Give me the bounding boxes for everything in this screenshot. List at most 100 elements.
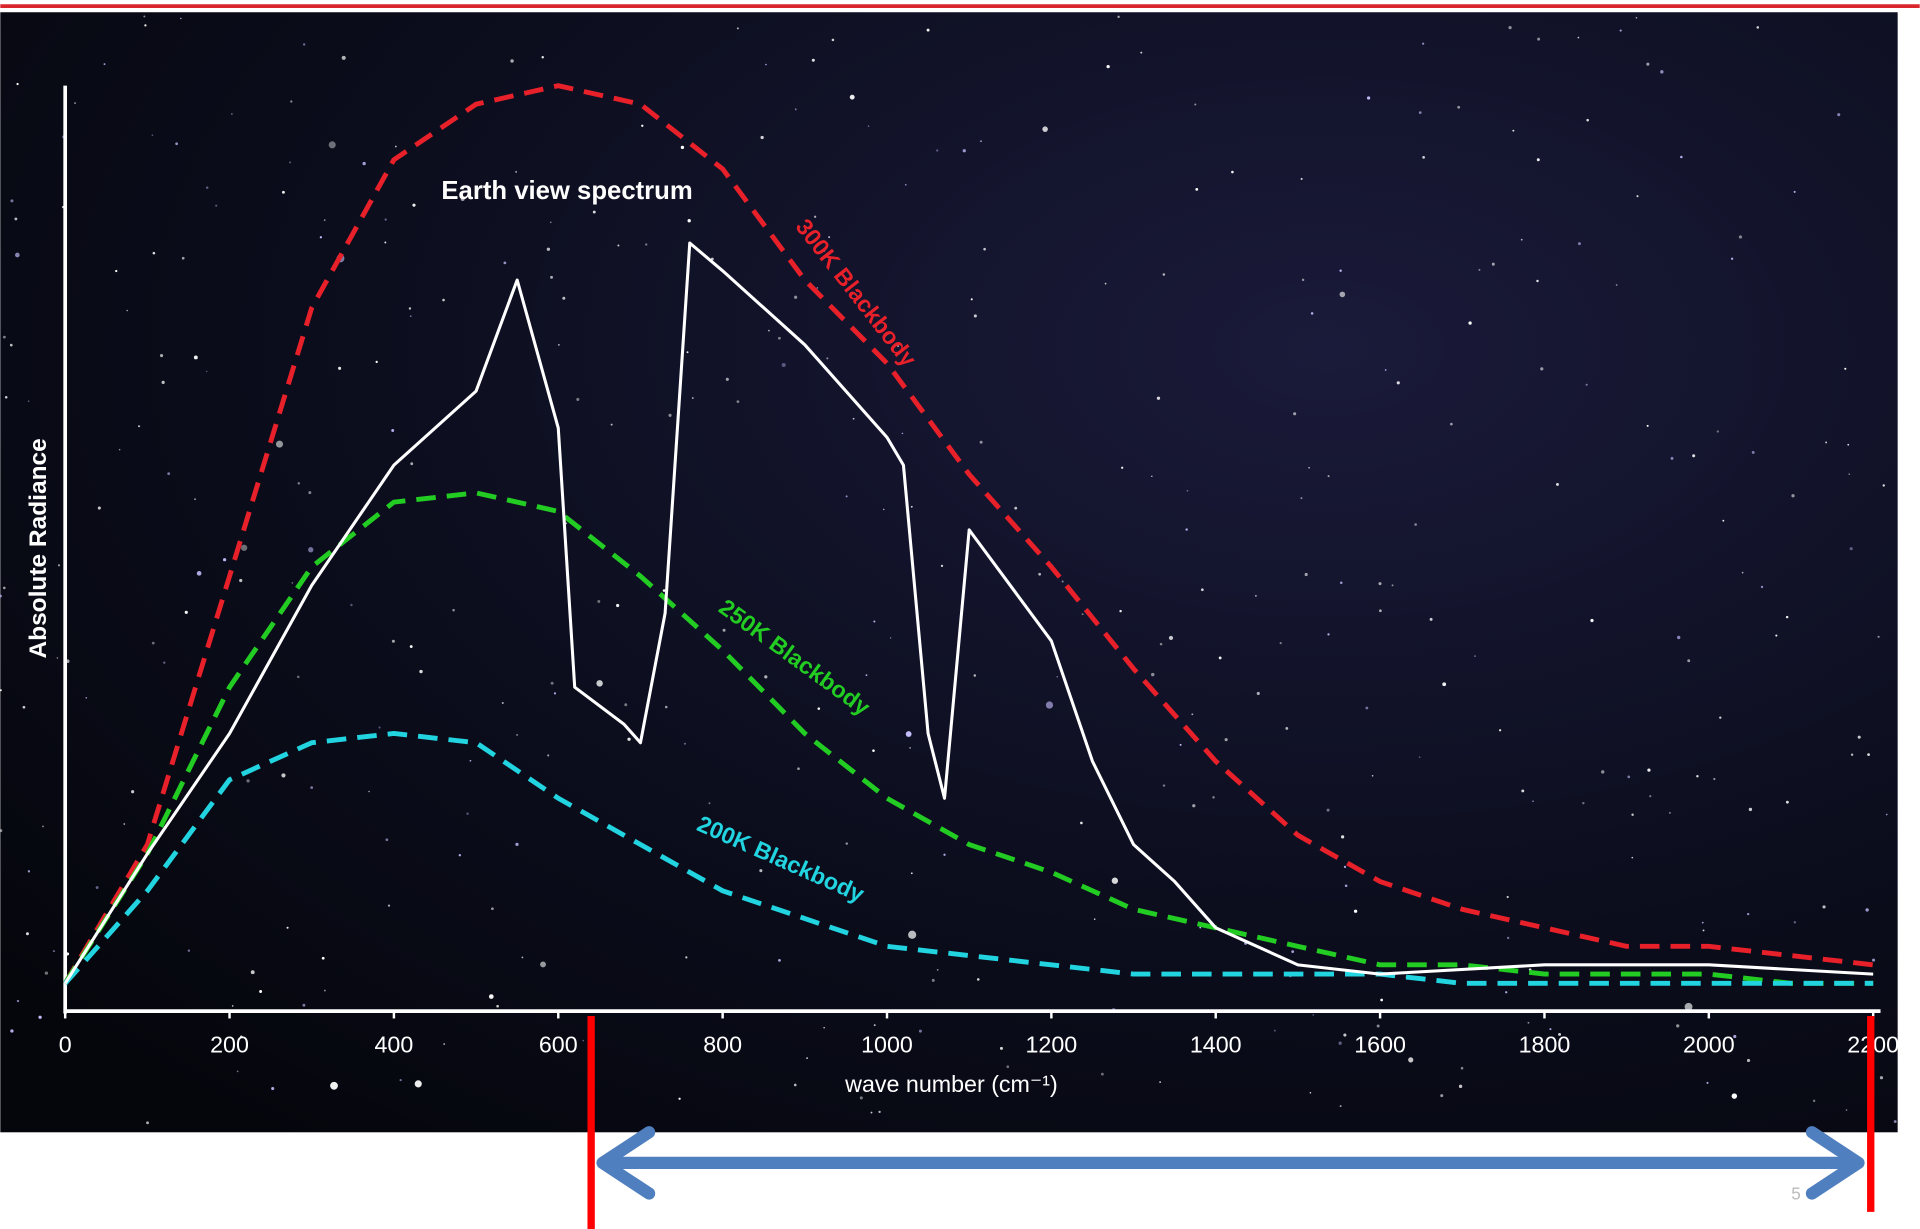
- star: [941, 565, 943, 567]
- star: [540, 961, 546, 967]
- star: [1791, 494, 1794, 497]
- star: [496, 1005, 499, 1008]
- star: [562, 297, 565, 300]
- star: [1578, 37, 1580, 39]
- star: [971, 298, 973, 300]
- star: [251, 970, 255, 974]
- star: [1160, 643, 1163, 646]
- star: [668, 414, 671, 417]
- star: [119, 449, 120, 450]
- star: [1293, 412, 1296, 415]
- star: [1687, 659, 1690, 662]
- star: [443, 1043, 445, 1045]
- x-tick-label: 0: [59, 1032, 72, 1058]
- star: [1578, 242, 1581, 245]
- star: [1549, 1028, 1551, 1030]
- star: [1505, 991, 1507, 993]
- star: [289, 161, 291, 163]
- star: [1419, 111, 1422, 114]
- star: [1459, 1085, 1462, 1088]
- star: [85, 697, 87, 699]
- star: [641, 125, 643, 127]
- star: [1468, 321, 1471, 324]
- star: [395, 146, 397, 148]
- star: [1301, 178, 1303, 180]
- star: [1732, 1093, 1737, 1098]
- star: [1442, 682, 1446, 686]
- star: [180, 18, 182, 20]
- star: [1106, 65, 1109, 68]
- star: [1372, 775, 1374, 777]
- star: [104, 63, 106, 65]
- star: [1187, 490, 1189, 492]
- star: [239, 579, 242, 582]
- star: [627, 738, 630, 741]
- star: [1752, 451, 1755, 454]
- star: [582, 1040, 584, 1042]
- star: [1632, 857, 1634, 859]
- star: [138, 425, 140, 427]
- star: [10, 199, 13, 202]
- page-number: 5: [1791, 1183, 1801, 1203]
- star: [911, 506, 913, 508]
- star: [1157, 397, 1160, 400]
- star: [1848, 473, 1850, 475]
- star: [554, 692, 556, 694]
- star: [871, 1112, 873, 1114]
- star: [1537, 158, 1540, 161]
- x-tick-label: 1200: [1025, 1032, 1077, 1058]
- star: [1660, 70, 1663, 73]
- star: [1636, 195, 1638, 197]
- star: [1082, 613, 1084, 615]
- star: [617, 245, 619, 247]
- star: [1886, 814, 1888, 816]
- star: [1461, 1067, 1464, 1070]
- x-tick-label: 400: [375, 1032, 414, 1058]
- star: [1521, 789, 1524, 792]
- star: [1310, 1092, 1312, 1094]
- star: [1379, 582, 1382, 585]
- star: [17, 1000, 19, 1002]
- star: [53, 950, 55, 952]
- star: [1151, 476, 1153, 478]
- star: [558, 344, 560, 346]
- star: [1201, 588, 1204, 591]
- star: [1419, 756, 1421, 758]
- star: [442, 299, 445, 302]
- star: [1344, 866, 1346, 868]
- star: [1676, 1024, 1679, 1027]
- star: [131, 790, 134, 793]
- star: [324, 219, 326, 221]
- star: [873, 620, 875, 622]
- star: [1794, 191, 1796, 193]
- star: [223, 558, 226, 561]
- star: [516, 734, 518, 736]
- star: [412, 204, 415, 207]
- star: [1312, 1014, 1314, 1016]
- star: [872, 749, 875, 752]
- star: [324, 990, 326, 992]
- star: [1786, 801, 1789, 804]
- star: [1185, 528, 1187, 530]
- star: [980, 140, 982, 142]
- star: [1586, 119, 1589, 122]
- star: [241, 545, 247, 551]
- star: [281, 773, 285, 777]
- star: [1669, 812, 1671, 814]
- star: [271, 1087, 274, 1090]
- star: [883, 509, 885, 511]
- x-tick-label: 1600: [1354, 1032, 1406, 1058]
- star: [45, 971, 48, 974]
- star: [1000, 1047, 1003, 1050]
- star: [911, 872, 913, 874]
- star: [194, 498, 196, 500]
- star: [1847, 444, 1849, 446]
- star: [1180, 744, 1182, 746]
- star: [1422, 156, 1425, 159]
- star: [1006, 1065, 1009, 1068]
- star: [1478, 269, 1480, 271]
- star: [794, 296, 797, 299]
- star: [1117, 16, 1119, 18]
- star: [503, 261, 506, 264]
- star: [338, 367, 341, 370]
